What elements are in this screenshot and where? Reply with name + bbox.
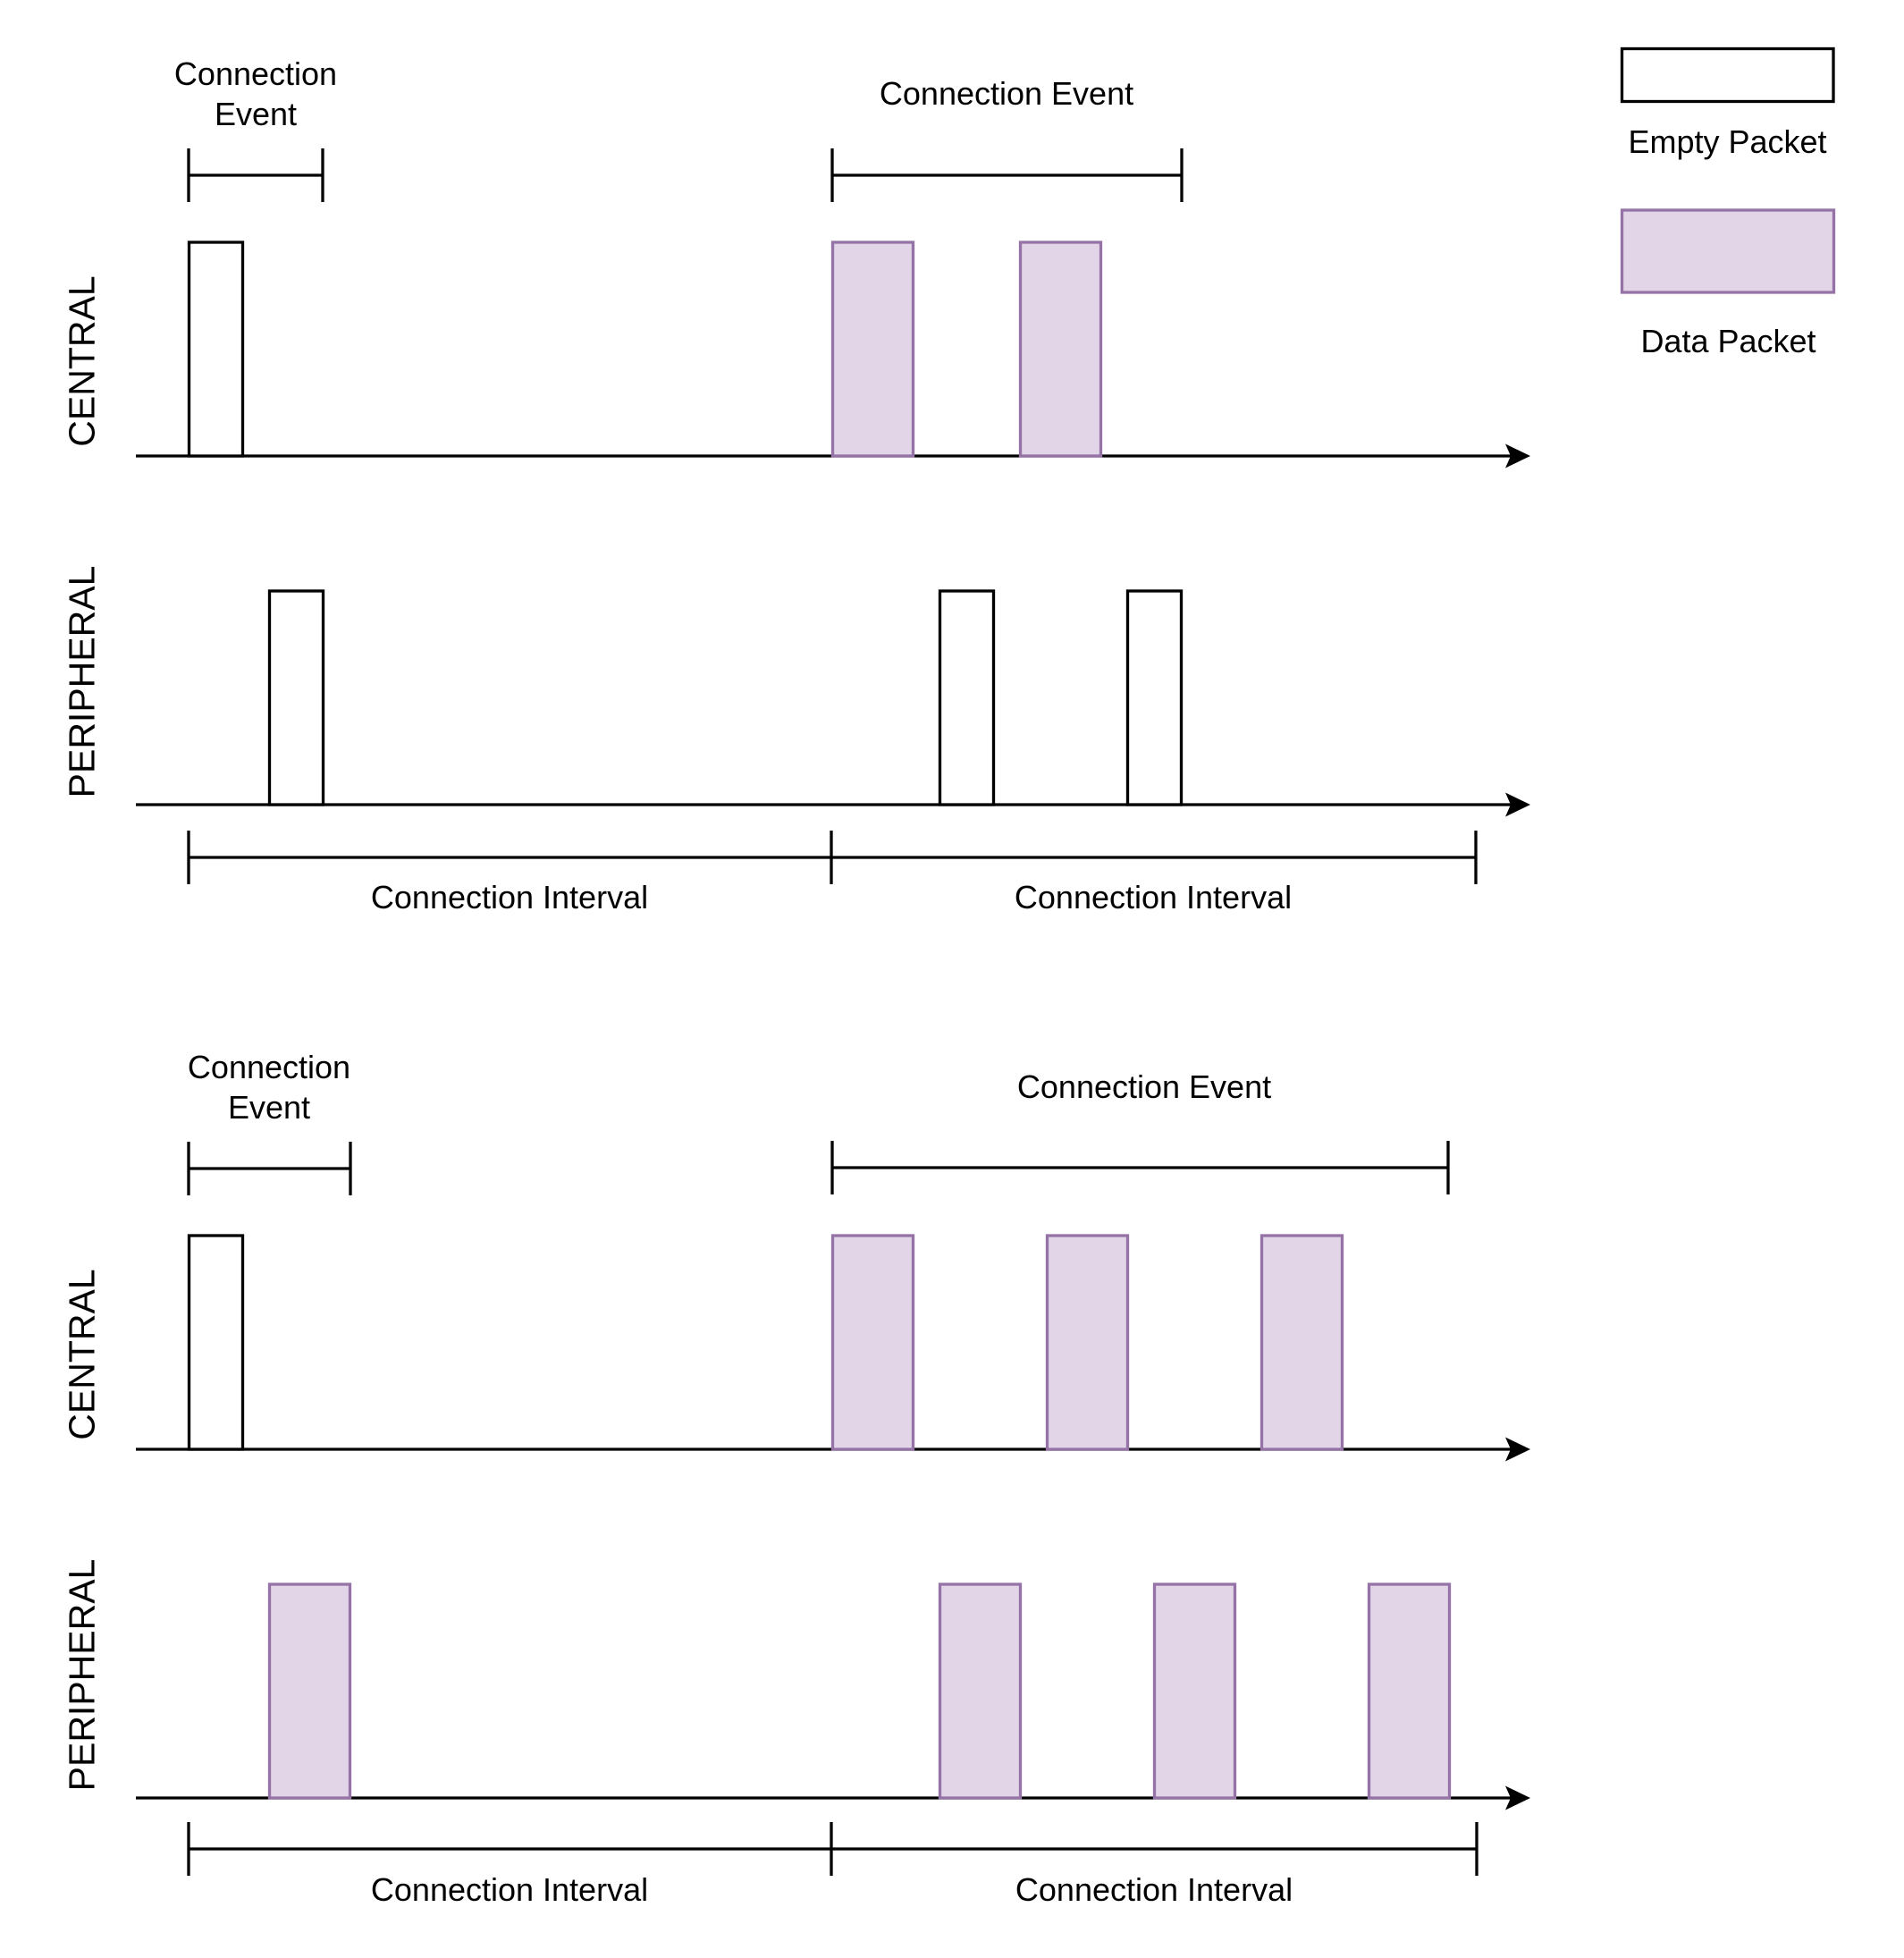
svg-text:Connection Event: Connection Event: [880, 75, 1133, 112]
svg-text:Event: Event: [215, 96, 297, 132]
svg-text:Event: Event: [228, 1089, 310, 1126]
svg-text:PERIPHERAL: PERIPHERAL: [62, 1559, 103, 1792]
svg-text:CENTRAL: CENTRAL: [62, 275, 103, 446]
svg-text:Connection Event: Connection Event: [1017, 1068, 1271, 1105]
svg-text:Empty Packet: Empty Packet: [1628, 123, 1826, 160]
svg-text:Connection Interval: Connection Interval: [1015, 1871, 1293, 1908]
svg-text:PERIPHERAL: PERIPHERAL: [62, 566, 103, 798]
svg-text:Connection Interval: Connection Interval: [371, 1871, 648, 1908]
svg-text:Connection: Connection: [174, 55, 337, 92]
svg-text:Connection Interval: Connection Interval: [371, 879, 648, 916]
svg-text:CENTRAL: CENTRAL: [62, 1269, 103, 1439]
svg-text:Connection: Connection: [188, 1049, 350, 1085]
svg-text:Connection Interval: Connection Interval: [1015, 879, 1292, 916]
svg-text:Data Packet: Data Packet: [1640, 323, 1816, 359]
